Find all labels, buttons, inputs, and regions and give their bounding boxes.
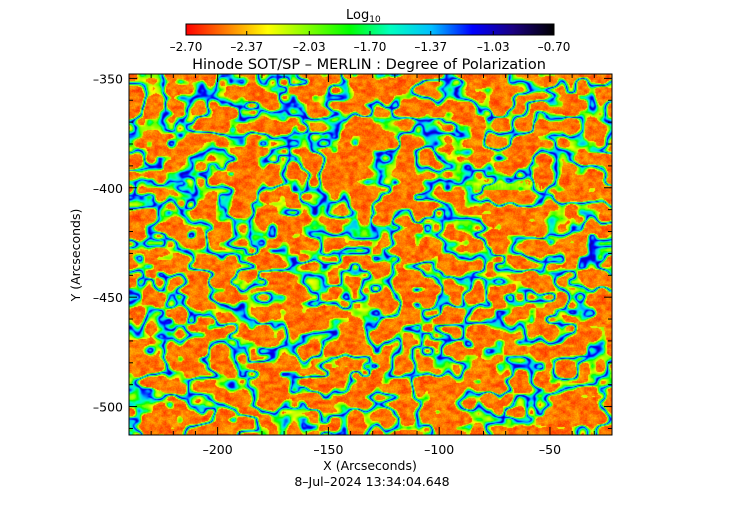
colorbar-tick-label: –1.37 (414, 40, 447, 54)
timestamp: 8–Jul–2024 13:34:04.648 (294, 474, 449, 489)
colorbar-label: Log10 (346, 8, 381, 25)
colorbar-ticks: –2.70 –2.37 –2.03 –1.70 –1.37 –1.03 –0.70 (170, 31, 571, 54)
colorbar-tick-label: –2.37 (230, 40, 263, 54)
colorbar-tick-label: –2.03 (293, 40, 326, 54)
colorbar-tick-label: –0.70 (538, 40, 571, 54)
x-tick-label: –50 (539, 442, 561, 457)
y-tick-label: –500 (93, 400, 123, 415)
chart-title: Hinode SOT/SP – MERLIN : Degree of Polar… (192, 57, 546, 73)
colorbar-tick-label: –1.03 (477, 40, 510, 54)
y-tick-label: –350 (93, 71, 123, 86)
heatmap-plot-area (128, 73, 613, 436)
x-tick-label: –200 (203, 442, 233, 457)
colorbar-tick-label: –1.70 (354, 40, 387, 54)
y-axis-label: Y (Arcseconds) (68, 209, 83, 303)
y-tick-label: –400 (93, 181, 123, 196)
x-tick-label: –150 (313, 442, 343, 457)
plot-frame (128, 73, 613, 436)
x-axis-label: X (Arcseconds) (323, 458, 417, 473)
y-tick-label: –450 (93, 290, 123, 305)
x-tick-label: –100 (424, 442, 454, 457)
colorbar-tick-label: –2.70 (170, 40, 203, 54)
polarization-heatmap (129, 74, 612, 435)
axis-ticks: –200 –150 –100 –50 –350 –400 –450 –500 (93, 71, 612, 457)
